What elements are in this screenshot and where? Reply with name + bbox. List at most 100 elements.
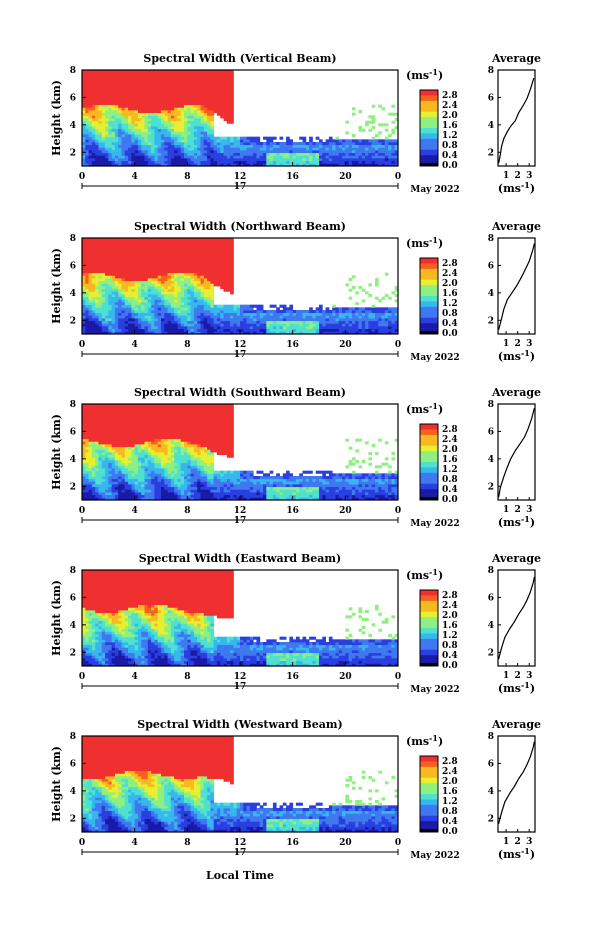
heatmap-cell <box>226 142 231 146</box>
heatmap-cell <box>101 256 106 260</box>
heatmap-cell <box>101 486 106 490</box>
heatmap-cell <box>190 80 195 84</box>
heatmap-cell <box>342 307 346 311</box>
heatmap-cell <box>226 304 231 308</box>
heatmap-cell <box>114 318 119 322</box>
heatmap-cell <box>101 315 106 319</box>
heatmap-cell <box>259 150 264 154</box>
heatmap-cell <box>335 323 340 327</box>
heatmap-cell <box>82 134 86 138</box>
heatmap-cell <box>315 144 320 148</box>
heatmap-cell <box>358 110 363 114</box>
heatmap-cell <box>220 88 224 92</box>
profile-y-tick-label: 2 <box>488 316 494 326</box>
heatmap-cell <box>118 147 122 151</box>
heatmap-cell <box>82 259 86 263</box>
heatmap-cell <box>85 468 89 472</box>
heatmap-cell <box>223 139 228 143</box>
heatmap-cell <box>114 312 119 316</box>
heatmap-cell <box>388 155 392 159</box>
heatmap-cell <box>118 446 122 450</box>
heatmap-cell <box>170 86 175 90</box>
heatmap-cell <box>193 110 198 114</box>
heatmap-cell <box>190 264 195 268</box>
heatmap-cell <box>180 315 185 319</box>
heatmap-cell <box>361 312 366 316</box>
heatmap-cell <box>98 323 103 327</box>
heatmap-cell <box>193 150 198 154</box>
heatmap-cell <box>88 470 93 474</box>
heatmap-cell <box>355 320 359 324</box>
heatmap-cell <box>131 94 136 98</box>
heatmap-cell <box>226 307 231 311</box>
heatmap-cell <box>134 107 139 111</box>
heatmap-cell <box>207 94 211 98</box>
heatmap-cell <box>197 147 201 151</box>
heatmap-cell <box>121 131 126 135</box>
heatmap-cell <box>128 428 132 432</box>
heatmap-cell <box>361 160 366 164</box>
heatmap-cell <box>177 94 182 98</box>
heatmap-cell <box>256 310 261 314</box>
heatmap-cell <box>118 91 122 95</box>
heatmap-cell <box>174 307 178 311</box>
heatmap-cell <box>114 107 119 111</box>
heatmap-cell <box>174 267 178 271</box>
heatmap-cell <box>180 320 185 324</box>
heatmap-cell <box>368 139 373 143</box>
heatmap-cell <box>216 326 221 330</box>
heatmap-cell <box>187 270 192 274</box>
heatmap-cell <box>157 72 162 76</box>
heatmap-cell <box>286 158 290 162</box>
heatmap-cell <box>309 328 313 332</box>
heatmap-cell <box>134 75 139 79</box>
heatmap-cell <box>177 270 182 274</box>
heatmap-cell <box>88 278 93 282</box>
heatmap-cell <box>91 104 96 108</box>
heatmap-cell <box>144 243 149 247</box>
heatmap-cell <box>355 150 359 154</box>
heatmap-cell <box>98 251 103 255</box>
heatmap-cell <box>91 128 96 132</box>
heatmap-cell <box>266 150 271 154</box>
heatmap-cell <box>203 115 208 119</box>
heatmap-cell <box>95 497 99 501</box>
heatmap-cell <box>124 438 129 442</box>
heatmap-cell <box>95 256 99 260</box>
heatmap-cell <box>82 270 86 274</box>
heatmap-cell <box>200 251 205 255</box>
heatmap-cell <box>200 115 205 119</box>
heatmap-cell <box>151 94 155 98</box>
heatmap-cell <box>141 278 145 282</box>
heatmap-cell <box>101 307 106 311</box>
heatmap-cell <box>105 312 109 316</box>
heatmap-cell <box>88 280 93 284</box>
heatmap-cell <box>147 163 152 167</box>
heatmap-cell <box>187 323 192 327</box>
heatmap-cell <box>243 158 247 162</box>
heatmap-cell <box>312 326 317 330</box>
heatmap-cell <box>193 112 198 116</box>
heatmap-cell <box>216 102 221 106</box>
heatmap-cell <box>85 280 89 284</box>
heatmap-cell <box>295 144 300 148</box>
heatmap-cell <box>381 328 386 332</box>
heatmap-cell <box>137 256 142 260</box>
heatmap-cell <box>177 315 182 319</box>
heatmap-cell <box>95 150 99 154</box>
heatmap-cell <box>101 251 106 255</box>
heatmap-cell <box>272 163 277 167</box>
heatmap-cell <box>144 256 149 260</box>
heatmap-cell <box>151 131 155 135</box>
heatmap-cell <box>161 238 165 242</box>
colorbar-swatch <box>420 100 438 107</box>
heatmap-cell <box>207 299 211 303</box>
heatmap-cell <box>286 328 290 332</box>
heatmap-cell <box>111 96 116 100</box>
heatmap-cell <box>220 75 224 79</box>
heatmap-cell <box>101 492 106 496</box>
x-tick-label: 12 <box>234 172 247 182</box>
heatmap-cell <box>170 147 175 151</box>
heatmap-cell <box>226 110 231 114</box>
heatmap-cell <box>85 283 89 287</box>
